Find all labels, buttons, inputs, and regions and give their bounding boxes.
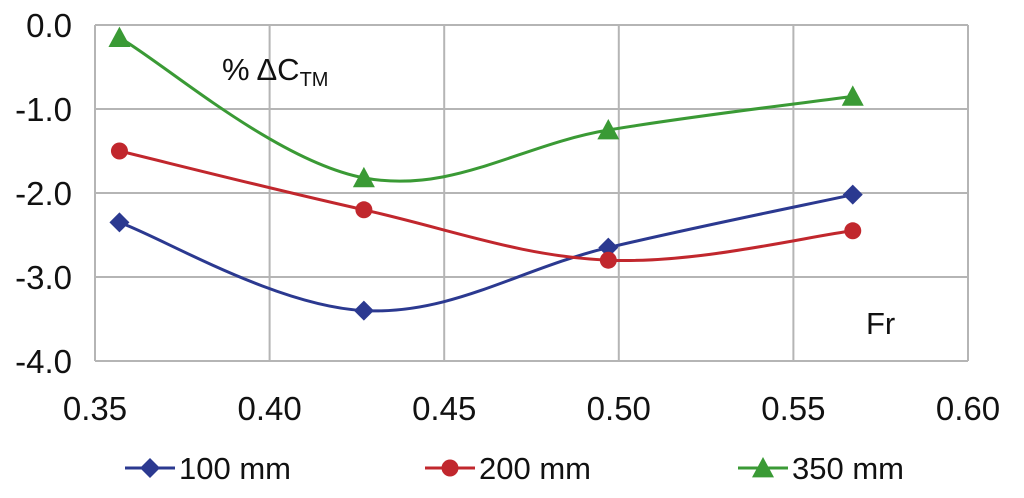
data-point-350-mm	[841, 85, 864, 106]
x-tick-label: 0.60	[936, 390, 1000, 427]
data-point-200-mm	[844, 222, 862, 240]
data-point-100-mm	[109, 212, 130, 233]
legend-marker-100-mm	[140, 458, 160, 478]
x-tick-label: 0.45	[412, 390, 476, 427]
legend-label-200-mm: 200 mm	[479, 451, 591, 486]
data-point-350-mm	[352, 166, 375, 188]
x-tick-labels: 0.35 0.40 0.45 0.50 0.55 0.60	[63, 390, 1000, 427]
legend-marker-350-mm	[752, 457, 774, 478]
x-tick-label: 0.55	[761, 390, 825, 427]
x-tick-label: 0.35	[63, 390, 127, 427]
data-point-200-mm	[355, 201, 373, 219]
legend: 100 mm 200 mm 350 mm	[125, 451, 904, 486]
series-line-100-mm	[118, 193, 854, 313]
y-tick-label: -3.0	[15, 259, 72, 296]
grid	[94, 24, 969, 362]
x-axis-annotation: Fr	[866, 306, 895, 341]
data-point-100-mm	[353, 300, 374, 321]
series-layer	[118, 36, 854, 313]
markers-layer	[108, 26, 864, 321]
series-line-200-mm	[119, 149, 853, 263]
y-axis-annotation: % ΔCTM	[222, 52, 328, 91]
legend-label-100-mm: 100 mm	[179, 451, 291, 486]
y-tick-label: -2.0	[15, 175, 72, 212]
y-tick-label: -4.0	[15, 343, 72, 380]
legend-marker-200-mm	[441, 459, 459, 477]
data-point-100-mm	[598, 237, 619, 258]
data-point-200-mm	[599, 251, 617, 269]
data-point-350-mm	[597, 119, 620, 140]
y-tick-labels: 0.0 -1.0 -2.0 -3.0 -4.0	[15, 7, 72, 380]
data-point-200-mm	[110, 142, 128, 160]
x-tick-label: 0.40	[237, 390, 301, 427]
series-line-350-mm	[118, 36, 853, 183]
data-point-350-mm	[108, 26, 131, 47]
y-tick-label: -1.0	[15, 91, 72, 128]
legend-label-350-mm: 350 mm	[792, 451, 904, 486]
y-tick-label: 0.0	[26, 7, 72, 44]
x-tick-label: 0.50	[587, 390, 651, 427]
data-point-100-mm	[842, 184, 863, 205]
